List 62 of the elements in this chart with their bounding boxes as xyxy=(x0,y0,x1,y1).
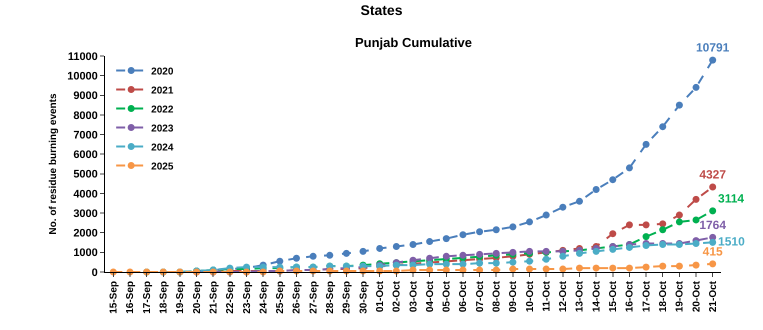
x-tick-label: 20-Sep xyxy=(192,281,203,314)
x-tick-label: 19-Oct xyxy=(674,280,686,312)
legend-label: 2025 xyxy=(151,161,174,172)
x-tick-label: 29-Sep xyxy=(342,281,353,314)
x-tick-label: 27-Sep xyxy=(308,281,320,314)
x-tick-label: 10-Oct xyxy=(524,280,536,312)
x-tick-label: 21-Oct xyxy=(708,280,719,312)
data-label: 1764 xyxy=(699,218,726,232)
x-tick-label: 05-Oct xyxy=(442,280,453,312)
x-tick-label: 26-Sep xyxy=(292,281,303,314)
x-tick-label: 16-Sep xyxy=(125,281,136,314)
x-tick-label: 20-Oct xyxy=(691,280,702,312)
y-tick-label: 7000 xyxy=(73,129,98,142)
x-tick-label: 17-Oct xyxy=(641,280,652,312)
x-tick-label: 18-Sep xyxy=(158,281,170,314)
legend-label: 2020 xyxy=(151,66,174,78)
legend-label: 2022 xyxy=(151,104,174,116)
y-tick-label: 2000 xyxy=(73,228,98,240)
x-tick-label: 23-Sep xyxy=(242,281,253,314)
y-tick-label: 4000 xyxy=(73,188,98,200)
chart-subtitle: Punjab Cumulative xyxy=(355,35,472,50)
y-tick-label: 8000 xyxy=(73,110,98,122)
y-tick-label: 0 xyxy=(92,266,98,279)
y-tick-label: 10000 xyxy=(67,70,98,82)
x-tick-label: 09-Oct xyxy=(508,280,520,312)
x-tick-label: 08-Oct xyxy=(491,280,502,312)
x-tick-label: 25-Sep xyxy=(275,281,286,314)
y-tick-label: 1000 xyxy=(73,247,98,260)
x-tick-label: 15-Oct xyxy=(608,280,620,312)
legend-label: 2021 xyxy=(151,85,174,96)
x-tick-label: 11-Oct xyxy=(541,280,552,312)
x-tick-label: 22-Sep xyxy=(225,281,236,314)
x-tick-label: 07-Oct xyxy=(474,280,486,312)
x-tick-label: 17-Sep xyxy=(142,281,153,314)
x-tick-label: 01-Oct xyxy=(374,280,386,312)
x-tick-label: 19-Sep xyxy=(175,281,186,314)
chart-title: States xyxy=(360,2,403,18)
x-tick-label: 12-Oct xyxy=(558,280,570,312)
x-tick-label: 14-Oct xyxy=(591,280,602,312)
legend-label: 2023 xyxy=(151,123,174,134)
x-tick-label: 06-Oct xyxy=(458,280,470,312)
data-label: 3114 xyxy=(718,191,744,206)
x-tick-label: 16-Oct xyxy=(624,280,636,312)
x-tick-label: 04-Oct xyxy=(424,280,436,312)
x-tick-label: 13-Oct xyxy=(574,280,586,312)
y-tick-label: 9000 xyxy=(73,90,98,102)
legend-label: 2024 xyxy=(151,142,174,154)
x-tick-label: 30-Sep xyxy=(358,281,370,314)
x-tick-label: 03-Oct xyxy=(408,280,420,312)
x-tick-label: 15-Sep xyxy=(108,281,120,314)
x-tick-label: 02-Oct xyxy=(392,280,403,312)
y-tick-label: 11000 xyxy=(68,50,98,63)
x-tick-label: 24-Sep xyxy=(258,281,270,314)
y-tick-label: 5000 xyxy=(73,168,98,181)
y-axis-title: No. of residue burning events xyxy=(48,93,60,235)
data-label: 10791 xyxy=(696,40,730,55)
x-tick-label: 28-Sep xyxy=(325,281,336,314)
y-tick-label: 3000 xyxy=(73,208,98,220)
x-tick-label: 18-Oct xyxy=(658,280,669,312)
data-label: 4327 xyxy=(699,168,726,182)
x-tick-label: 21-Sep xyxy=(208,281,220,314)
y-tick-label: 6000 xyxy=(73,149,98,162)
